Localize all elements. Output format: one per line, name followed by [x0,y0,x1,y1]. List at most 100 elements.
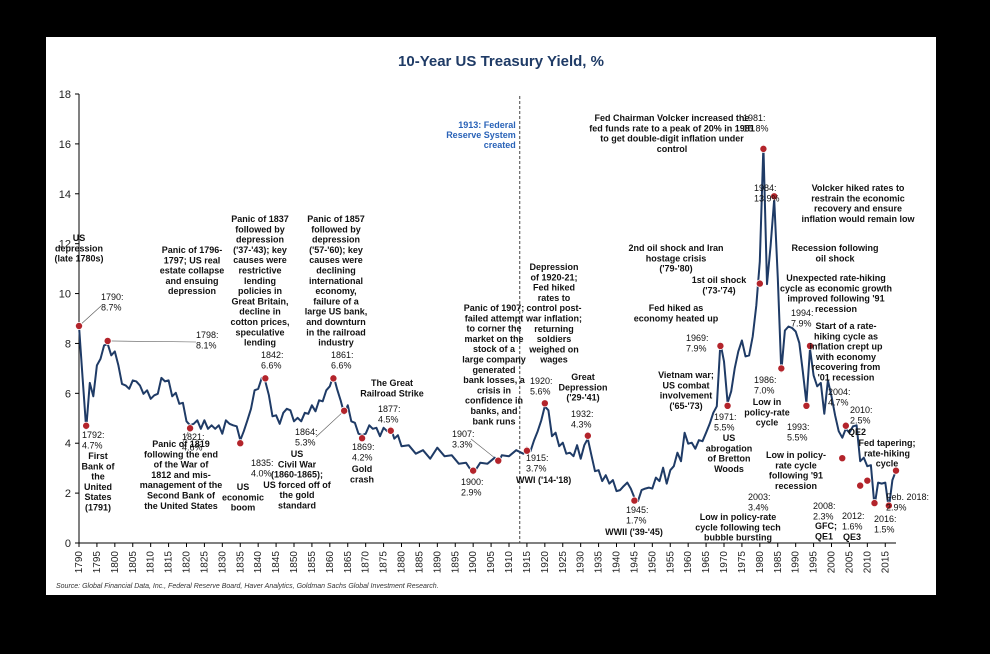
x-tick-label: 1945 [629,551,640,574]
x-tick-label: 1820 [182,551,193,574]
y-tick-label: 14 [59,189,71,201]
annotation: 1821:4.6% [182,432,205,452]
annotation-line: following '91 [769,471,823,481]
annotation-line: 2010: [850,405,873,415]
annotation-line: causes were [233,255,287,265]
x-tick-label: 1960 [683,551,694,574]
event-marker [358,434,367,443]
x-tick-label: 1895 [450,551,461,574]
annotation-line: 1790: [101,292,124,302]
annotation-line: 8.7% [101,302,122,312]
annotation-line: 1.5% [874,524,895,534]
annotation: 2008:2.3% [813,501,836,521]
annotation-line: 6.6% [261,360,282,370]
annotation-line: cycle as economic growth [780,283,892,293]
annotation-line: depression [236,235,284,245]
annotation-line: 7.9% [791,318,812,328]
event-marker [802,401,811,410]
annotation-line: banks, and [470,406,517,416]
event-marker [838,454,847,463]
annotation-line: Great Britain, [231,296,288,306]
annotation-line: rates to [538,293,571,303]
annotation-line: cycle following tech [695,522,781,532]
annotation-line: international [309,276,363,286]
x-tick-label: 1950 [647,551,658,574]
annotation-line: depression [55,243,103,253]
annotation-line: cotton prices, [230,317,289,327]
annotation: GFC;QE1 [815,521,837,541]
x-tick-label: 1990 [791,551,802,574]
x-tick-label: 1815 [164,551,175,574]
annotation-line: ('37-'43); key [233,245,287,255]
event-marker [770,192,779,201]
y-tick-label: 6 [65,388,71,400]
annotation: 2016:1.5% [874,514,897,534]
annotation-line: inflation would remain low [801,214,915,224]
chart-svg: 10-Year US Treasury Yield, % 0 2 4 6 8 10 12 14… [54,53,929,590]
y-tick-label: 8 [65,338,71,350]
annotation-line: causes were [309,255,363,265]
annotation-line: 4.5% [378,414,399,424]
annotation-line: and ensuing [165,276,218,286]
x-tick-label: 1840 [253,551,264,574]
annotation-line: following the end [144,449,218,459]
annotation-line: 1792: [82,430,105,440]
annotation-line: fed funds rate to a peak of 20% in 1981 [589,123,755,133]
annotation-line: economy, [315,286,356,296]
event-marker [863,476,872,485]
annotation-line: First [88,451,108,461]
x-tick-label: 2010 [862,551,873,574]
annotation-line: 1986: [754,375,777,385]
leader-line [470,438,499,461]
annotation-line: failed attempt [465,313,524,323]
annotation-line: WWI ('14-'18) [516,475,571,485]
annotation-line: improved following '91 [787,294,884,304]
annotation-line: 1842: [261,350,284,360]
x-tick-label: 1885 [414,551,425,574]
annotation-line: 1945: [626,505,649,515]
annotation-line: 4.2% [352,452,373,462]
fed-reserve-label: Reserve System [446,130,516,140]
annotation-line: ('65-'73) [669,401,702,411]
x-tick-label: 2015 [880,551,891,574]
fed-reserve-label: created [484,140,516,150]
annotation-line: 1920: [530,376,553,386]
annotation-line: 8.1% [196,340,217,350]
annotation-line: Depression [558,382,607,392]
annotation-line: restrictive [238,266,281,276]
annotation-line: weighed on [528,344,579,354]
event-marker [540,399,549,408]
x-tick-label: 1800 [110,551,121,574]
annotation-line: Low in policy- [766,450,826,460]
annotation-line: 1984: [754,183,777,193]
annotation-line: Fed tapering; [858,438,915,448]
annotation-line: Panic of 1857 [307,214,365,224]
annotation-line: failure of a [313,296,360,306]
x-tick-label: 1880 [397,551,408,574]
annotation-line: 4.7% [828,397,849,407]
event-marker [892,466,901,475]
annotation-line: QE3 [843,532,861,542]
annotation-line: 3.3% [452,439,473,449]
x-tick-label: 1890 [432,551,443,574]
annotation-line: with economy [815,352,876,362]
annotation-line: recession [775,481,817,491]
x-tick-label: 1835 [235,551,246,574]
annotation-line: Bank of [81,461,115,471]
annotation-line: bank runs [472,416,515,426]
annotation-line: the [91,472,105,482]
annotation-line: hostage crisis [646,253,707,263]
x-tick-label: 1810 [146,551,157,574]
annotation-line: 4.7% [82,440,103,450]
annotation: Feb. 2018:2.9% [886,492,929,512]
x-tick-label: 1995 [809,551,820,574]
fed-reserve-label: 1913: Federal [458,120,516,130]
annotation-line: bank losses, a [463,375,526,385]
annotation-line: 4.6% [182,442,203,452]
